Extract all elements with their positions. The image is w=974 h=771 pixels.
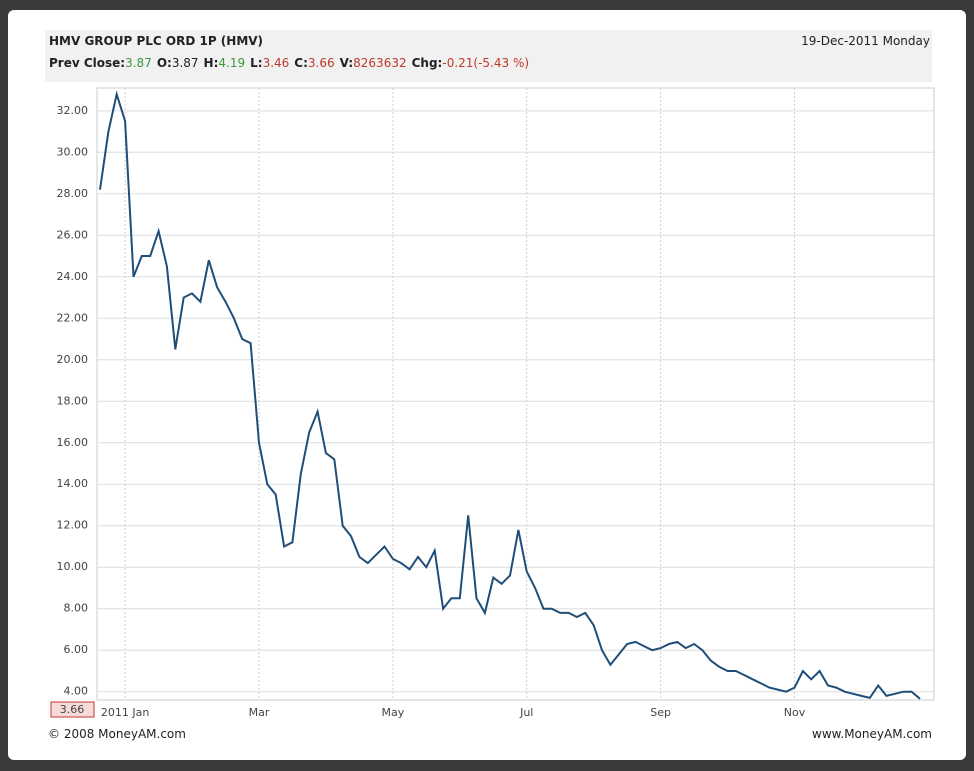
stat-label: V: bbox=[339, 56, 354, 70]
stats: Prev Close:3.87 O:3.87 H:4.19 L:3.46 C:3.66 V… bbox=[49, 56, 534, 70]
y-tick-label: 26.00 bbox=[57, 228, 89, 241]
stat-value: 3.66 bbox=[307, 56, 335, 70]
y-tick-label: 16.00 bbox=[57, 436, 89, 449]
stat-value: 3.46 bbox=[262, 56, 290, 70]
y-tick-label: 22.00 bbox=[57, 311, 89, 324]
date: 19-Dec-2011 Monday bbox=[801, 34, 930, 48]
stat-value: -0.21(-5.43 %) bbox=[442, 56, 530, 70]
y-tick-label: 14.00 bbox=[57, 477, 89, 490]
stat-label: C: bbox=[294, 56, 308, 70]
x-tick-label: Mar bbox=[249, 706, 270, 719]
x-tick-label: 2011 Jan bbox=[101, 706, 149, 719]
y-tick-label: 18.00 bbox=[57, 394, 89, 407]
x-tick-label: Nov bbox=[784, 706, 806, 719]
price-line bbox=[99, 90, 921, 700]
y-tick-label: 6.00 bbox=[64, 643, 89, 656]
y-tick-label: 8.00 bbox=[64, 602, 89, 615]
y-tick-label: 32.00 bbox=[57, 104, 89, 117]
stat-label: O: bbox=[156, 56, 172, 70]
stat-label: L: bbox=[250, 56, 263, 70]
x-tick-label: Jul bbox=[519, 706, 533, 719]
y-tick-label: 28.00 bbox=[57, 187, 89, 200]
stat-value: 3.87 bbox=[171, 56, 199, 70]
last-value-box bbox=[50, 701, 95, 718]
footer-right: www.MoneyAM.com bbox=[812, 727, 932, 741]
y-tick-label: 20.00 bbox=[57, 353, 89, 366]
footer-left: © 2008 MoneyAM.com bbox=[48, 727, 186, 741]
y-tick-label: 4.00 bbox=[64, 685, 89, 698]
plot-area bbox=[96, 87, 935, 701]
x-tick-label: Sep bbox=[650, 706, 671, 719]
y-tick-label: 24.00 bbox=[57, 270, 89, 283]
stat-value: 8263632 bbox=[353, 56, 407, 70]
stat-label: Chg: bbox=[411, 56, 443, 70]
stat-value: 3.87 bbox=[125, 56, 152, 70]
last-value-label: 3.66 bbox=[60, 703, 85, 716]
y-tick-label: 12.00 bbox=[57, 519, 89, 532]
x-tick-label: May bbox=[381, 706, 404, 719]
header: HMV GROUP PLC ORD 1P (HMV) 19-Dec-2011 M… bbox=[45, 30, 932, 82]
title: HMV GROUP PLC ORD 1P (HMV) bbox=[49, 34, 264, 48]
stat-value: 4.19 bbox=[218, 56, 246, 70]
stat-label: Prev Close: bbox=[49, 56, 126, 70]
y-tick-label: 10.00 bbox=[57, 560, 89, 573]
stat-label: H: bbox=[203, 56, 219, 70]
y-tick-label: 30.00 bbox=[57, 145, 89, 158]
